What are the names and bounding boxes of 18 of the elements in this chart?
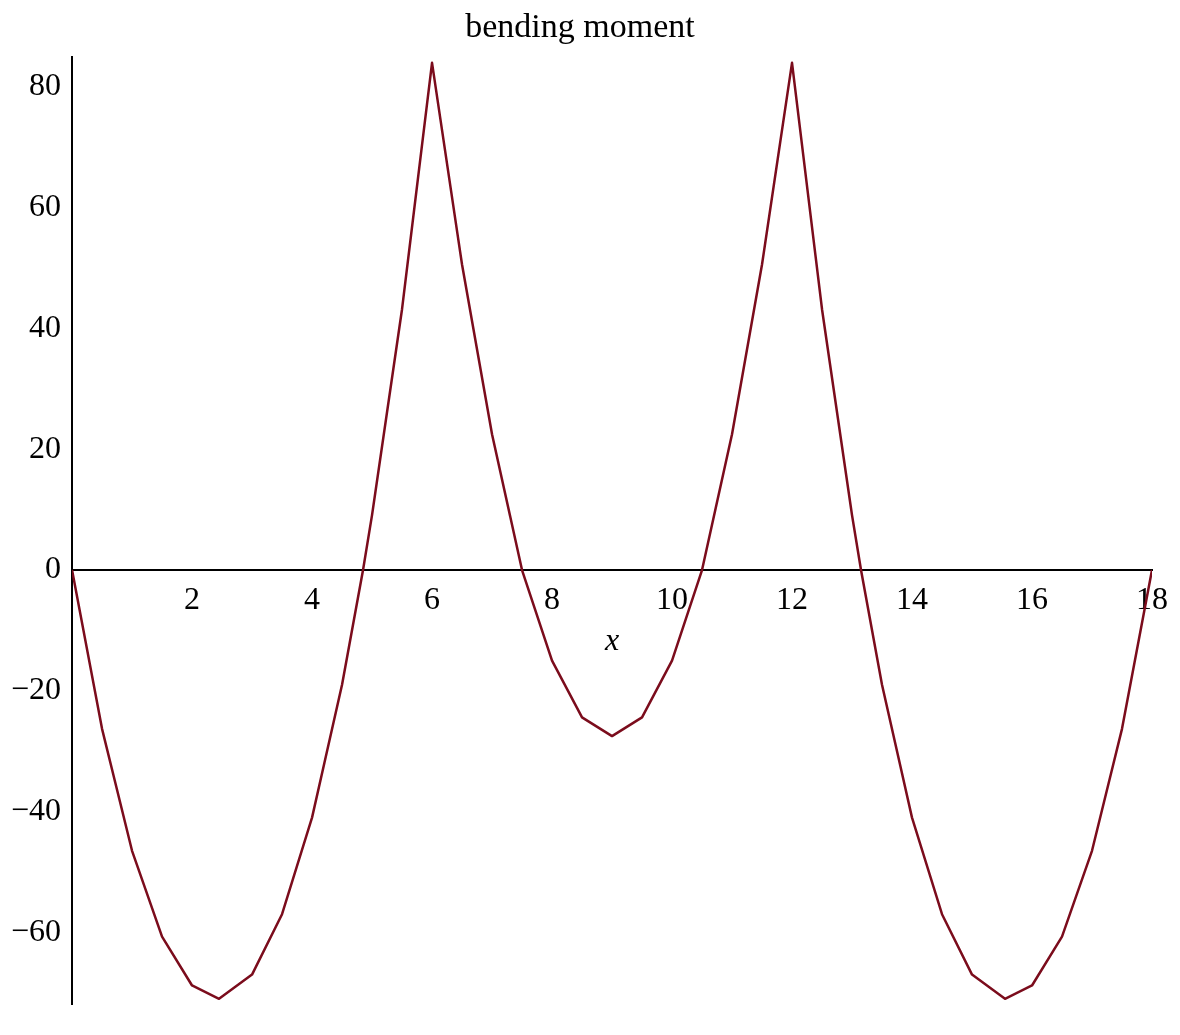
x-tick-label: 2 — [184, 579, 201, 616]
y-tick-label: −40 — [11, 790, 62, 827]
y-tick-label: −20 — [11, 670, 62, 707]
x-tick-label: 16 — [1016, 579, 1049, 616]
x-tick-label: 12 — [776, 579, 809, 616]
x-tick-label: 4 — [304, 579, 321, 616]
x-tick-label: 6 — [424, 579, 441, 616]
y-tick-label: 20 — [29, 428, 62, 465]
y-tick-label: 80 — [29, 66, 62, 103]
y-tick-label: −60 — [11, 911, 62, 948]
x-axis-title: x — [603, 621, 620, 658]
chart-title: bending moment — [465, 7, 696, 45]
x-tick-label: 8 — [544, 579, 561, 616]
x-tick-label: 10 — [656, 579, 689, 616]
y-tick-label: 60 — [29, 187, 62, 224]
x-tick-label: 14 — [896, 579, 929, 616]
y-tick-label: 40 — [29, 307, 62, 344]
y-tick-label: 0 — [45, 549, 62, 586]
